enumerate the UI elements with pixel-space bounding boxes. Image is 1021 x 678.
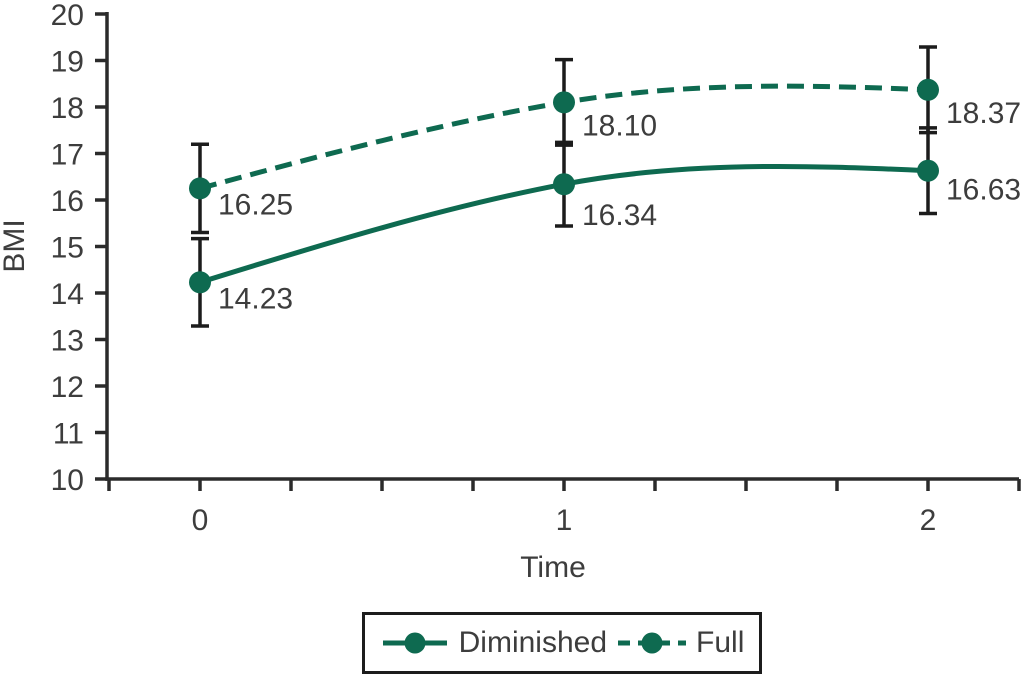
data-point-label-full-t1: 18.10 xyxy=(582,109,657,142)
data-point-diminished-t0 xyxy=(189,271,211,294)
y-tick-label: 19 xyxy=(51,46,84,79)
y-tick-label: 13 xyxy=(51,325,84,358)
x-tick-label: 0 xyxy=(192,504,209,537)
y-tick-label: 12 xyxy=(51,371,84,404)
data-point-diminished-t2 xyxy=(917,159,939,182)
y-tick-label: 18 xyxy=(51,92,84,125)
legend: Diminished Full xyxy=(362,612,762,674)
y-tick-label: 10 xyxy=(51,464,84,497)
legend-label-diminished: Diminished xyxy=(458,626,608,659)
y-tick-label: 14 xyxy=(51,278,84,311)
data-point-full-t1 xyxy=(553,91,575,114)
y-tick-label: 11 xyxy=(53,418,84,451)
data-point-full-t2 xyxy=(917,78,939,101)
data-point-label-diminished-t0: 14.23 xyxy=(218,282,293,315)
x-tick-label: 2 xyxy=(920,504,937,537)
y-axis-title: BMI xyxy=(0,219,31,273)
legend-item-full: Full xyxy=(617,628,744,658)
data-point-label-full-t0: 16.25 xyxy=(218,188,293,221)
diminished-line-swatch xyxy=(382,632,447,654)
y-tick-label: 17 xyxy=(51,139,84,172)
data-point-diminished-t1 xyxy=(553,173,575,196)
data-point-full-t0 xyxy=(189,177,211,200)
full-line-swatch xyxy=(618,632,687,654)
data-point-label-full-t2: 18.37 xyxy=(946,97,1021,130)
x-axis-title: Time xyxy=(520,551,586,584)
data-point-label-diminished-t1: 16.34 xyxy=(582,199,657,232)
legend-item-diminished: Diminished xyxy=(380,628,607,658)
y-tick-label: 16 xyxy=(51,185,84,218)
legend-label-full: Full xyxy=(696,626,745,659)
y-tick-label: 20 xyxy=(51,0,84,32)
data-point-label-diminished-t2: 16.63 xyxy=(946,174,1021,207)
y-tick-label: 15 xyxy=(51,232,84,265)
x-tick-label: 1 xyxy=(556,504,573,537)
